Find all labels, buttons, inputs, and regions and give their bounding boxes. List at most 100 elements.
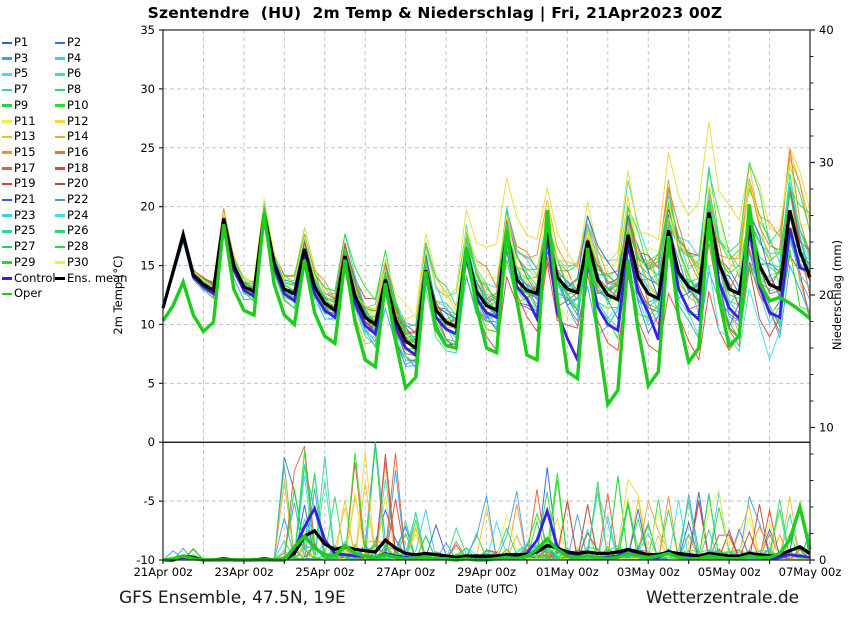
legend-label: P22 — [67, 192, 89, 206]
x-tick-label: 07May 00z — [779, 565, 842, 579]
legend-item-p8: P8 — [55, 82, 81, 98]
legend-swatch — [2, 245, 12, 249]
legend-item-p9: P9 — [2, 98, 28, 114]
legend-label: P18 — [67, 160, 89, 175]
legend-item-p17: P17 — [2, 161, 36, 177]
legend-swatch — [55, 120, 65, 123]
x-tick-label: 05May 00z — [698, 565, 761, 579]
legend-item-p1: P1 — [2, 35, 28, 51]
x-tick-label: 25Apr 00z — [295, 565, 354, 579]
legend-item-p25: P25 — [2, 223, 36, 239]
legend-label: P2 — [67, 35, 82, 49]
legend-swatch — [2, 135, 12, 139]
legend-item-p6: P6 — [55, 66, 81, 82]
legend-swatch — [2, 229, 12, 233]
legend-label: P12 — [67, 113, 89, 128]
legend-item-oper: Oper — [2, 286, 42, 302]
legend-item-p12: P12 — [55, 114, 89, 130]
legend-item-p14: P14 — [55, 129, 89, 145]
svg-text:-5: -5 — [144, 494, 155, 508]
legend-swatch — [55, 261, 65, 264]
legend-label: P5 — [14, 66, 29, 81]
x-tick-label: 03May 00z — [617, 565, 680, 579]
legend-swatch — [55, 245, 65, 249]
legend-swatch — [2, 88, 12, 92]
legend-item-p2: P2 — [55, 35, 81, 51]
legend-label: P17 — [14, 160, 36, 175]
legend-label: P14 — [67, 129, 89, 144]
legend-label: P3 — [14, 50, 29, 65]
legend-swatch — [55, 151, 65, 155]
svg-text:40: 40 — [819, 23, 834, 37]
legend-swatch — [55, 57, 65, 60]
y-right-axis-title: Niederschlag (mm) — [830, 240, 844, 350]
legend-swatch — [2, 57, 12, 60]
legend-swatch — [2, 261, 12, 264]
legend-label: P1 — [14, 35, 29, 49]
legend-swatch — [55, 167, 65, 170]
legend-swatch — [2, 151, 12, 155]
svg-text:5: 5 — [148, 376, 155, 390]
legend-label: Oper — [14, 286, 43, 301]
legend-item-control: Control — [2, 271, 56, 287]
legend-item-p4: P4 — [55, 51, 81, 67]
legend-swatch — [2, 41, 12, 45]
legend-swatch — [2, 182, 12, 186]
legend-label: P25 — [14, 223, 36, 238]
legend-swatch — [55, 135, 65, 139]
legend-label: P21 — [14, 192, 36, 206]
legend-label: P26 — [67, 223, 89, 238]
legend-swatch — [2, 167, 12, 170]
legend-item-p16: P16 — [55, 145, 89, 161]
legend-item-p18: P18 — [55, 161, 89, 177]
legend-swatch — [2, 120, 12, 123]
legend-swatch — [55, 104, 65, 107]
legend-swatch — [55, 72, 65, 76]
legend-item-p11: P11 — [2, 114, 36, 130]
legend-label: Ens. mean — [67, 270, 128, 285]
legend-item-p5: P5 — [2, 66, 28, 82]
svg-text:10: 10 — [819, 421, 834, 435]
legend-item-p24: P24 — [55, 208, 89, 224]
legend-item-p30: P30 — [55, 255, 89, 271]
legend-item-p19: P19 — [2, 176, 36, 192]
svg-text:0: 0 — [148, 435, 155, 449]
legend-label: P8 — [67, 82, 82, 97]
x-tick-label: 01May 00z — [536, 565, 599, 579]
legend-item-p29: P29 — [2, 255, 36, 271]
legend-item-p28: P28 — [55, 239, 89, 255]
legend-label: P28 — [67, 239, 89, 254]
legend-item-p23: P23 — [2, 208, 36, 224]
legend-label: P30 — [67, 254, 89, 269]
svg-text:0: 0 — [819, 553, 826, 567]
legend-swatch — [55, 214, 65, 217]
x-axis-title: Date (UTC) — [455, 582, 518, 596]
legend-swatch — [55, 229, 65, 233]
y-left-axis-title: 2m Temp (°C) — [111, 255, 125, 334]
legend-item-p21: P21 — [2, 192, 36, 208]
x-tick-label: 21Apr 00z — [134, 565, 193, 579]
legend-item-p20: P20 — [55, 176, 89, 192]
legend-swatch — [2, 277, 12, 280]
chart-title: Szentendre (HU) 2m Temp & Niederschlag |… — [147, 4, 723, 22]
legend-label: P19 — [14, 176, 36, 191]
svg-text:-10: -10 — [136, 553, 155, 567]
legend-item-p22: P22 — [55, 192, 89, 208]
legend-label: P4 — [67, 50, 82, 65]
svg-text:15: 15 — [140, 259, 155, 273]
legend-label: P23 — [14, 207, 36, 222]
svg-text:10: 10 — [140, 317, 155, 331]
legend-label: P20 — [67, 176, 89, 191]
svg-text:30: 30 — [819, 156, 834, 170]
svg-text:20: 20 — [819, 288, 834, 302]
legend-label: P11 — [14, 113, 36, 128]
legend-swatch — [2, 198, 12, 202]
svg-text:20: 20 — [140, 200, 155, 214]
legend-swatch — [55, 277, 65, 280]
x-tick-label: 23Apr 00z — [214, 565, 273, 579]
svg-text:35: 35 — [140, 23, 155, 37]
legend-swatch — [55, 41, 65, 45]
legend-item-p13: P13 — [2, 129, 36, 145]
